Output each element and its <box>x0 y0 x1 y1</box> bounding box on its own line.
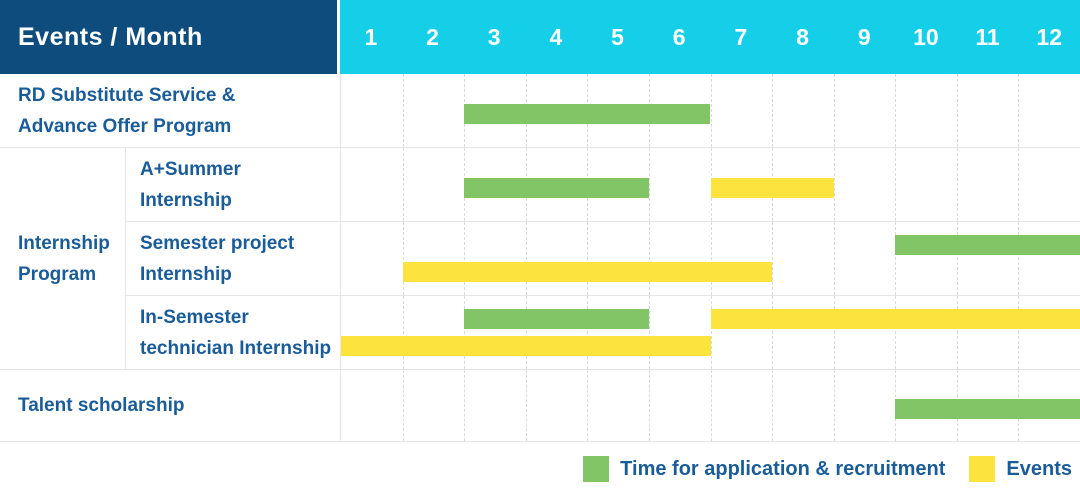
legend-label-events: Events <box>1006 457 1072 480</box>
month-gridline <box>1018 148 1020 221</box>
label-line: Advance Offer Program <box>18 115 232 137</box>
row-chart-area <box>340 74 1080 148</box>
month-gridline <box>895 148 897 221</box>
month-gridline <box>1018 74 1020 147</box>
label-line: Internship <box>140 189 232 211</box>
row-label: RD Substitute Service & Advance Offer Pro… <box>0 74 340 148</box>
label-line: Talent scholarship <box>18 395 185 416</box>
month-gridline <box>587 222 589 295</box>
group-label: Internship Program <box>0 148 125 370</box>
month-gridline <box>1018 222 1020 295</box>
gantt-bar-events <box>341 336 711 356</box>
label-line: Program <box>18 263 97 285</box>
month-gridline <box>648 370 650 441</box>
month-gridline <box>525 370 527 441</box>
month-gridline <box>833 296 835 369</box>
label-line: In-Semester <box>140 306 249 328</box>
month-gridline <box>402 296 404 369</box>
month-gridline <box>402 148 404 221</box>
month-gridline <box>710 296 712 369</box>
month-gridline <box>525 222 527 295</box>
row-label: Semester project Internship <box>125 222 340 296</box>
month-gridline <box>587 370 589 441</box>
month-label: 6 <box>672 23 686 50</box>
month-label: 2 <box>426 23 439 50</box>
legend-label-recruitment: Time for application & recruitment <box>620 457 946 480</box>
month-gridline <box>895 296 897 369</box>
month-gridline <box>772 222 774 295</box>
month-gridline <box>464 370 466 441</box>
row-chart-area <box>340 222 1080 296</box>
row-chart-area <box>340 370 1080 442</box>
month-gridline <box>402 370 404 441</box>
month-gridline <box>956 222 958 295</box>
month-label: 3 <box>487 23 501 50</box>
gantt-bar-recruitment <box>464 103 711 124</box>
month-label: 8 <box>796 23 809 50</box>
month-gridline <box>833 148 835 221</box>
month-gridline <box>525 296 527 369</box>
label-line: A+Summer <box>140 158 241 180</box>
events-month-header: Events / Month <box>0 0 340 74</box>
gantt-bar-recruitment <box>464 309 649 329</box>
month-gridline <box>648 148 650 221</box>
month-gridline <box>402 222 404 295</box>
row-label: In-Semester technician Internship <box>125 296 340 370</box>
month-label: 4 <box>549 23 563 50</box>
month-gridline <box>402 74 404 147</box>
legend-item-events: Events <box>969 456 1072 482</box>
month-gridline <box>772 296 774 369</box>
month-gridline <box>1018 296 1020 369</box>
label-line: Semester project <box>140 232 295 254</box>
month-gridline <box>648 222 650 295</box>
gantt-bar-events <box>710 177 834 198</box>
gantt-bar-events <box>710 309 1080 329</box>
month-gridline <box>710 370 712 441</box>
month-gridline <box>956 74 958 147</box>
row-chart-area <box>340 148 1080 222</box>
month-gridline <box>772 74 774 147</box>
month-gridline <box>772 370 774 441</box>
row-chart-area <box>340 296 1080 370</box>
row-label: A+Summer Internship <box>125 148 340 222</box>
events-swatch-icon <box>969 456 996 482</box>
month-label: 9 <box>857 23 871 50</box>
month-label: 1 <box>364 23 378 50</box>
month-gridline <box>833 222 835 295</box>
legend-item-recruitment: Time for application & recruitment <box>583 456 945 482</box>
month-label: 11 <box>975 23 1000 50</box>
gantt-bar-recruitment <box>895 235 1080 255</box>
month-gridline <box>895 74 897 147</box>
month-gridline <box>464 296 466 369</box>
legend: Time for application & recruitment Event… <box>583 456 1072 482</box>
month-gridline <box>833 370 835 441</box>
label-line: RD Substitute Service & <box>18 84 236 106</box>
gantt-table: Events / Month 1 2 3 4 5 6 7 8 9 10 11 12 RD Substi… <box>0 0 1080 442</box>
month-gridline <box>587 296 589 369</box>
recruitment-swatch-icon <box>583 456 610 482</box>
month-label: 7 <box>734 23 748 50</box>
gantt-bar-recruitment <box>895 398 1080 419</box>
month-label: 5 <box>611 23 624 50</box>
month-gridline <box>710 222 712 295</box>
gantt-bar-events <box>402 262 773 282</box>
month-gridline <box>956 148 958 221</box>
label-line: Internship <box>140 263 232 285</box>
month-gridline <box>956 296 958 369</box>
label-line: Internship <box>18 232 110 254</box>
gantt-bar-recruitment <box>464 177 649 198</box>
month-gridline <box>710 74 712 147</box>
row-label: Talent scholarship <box>0 370 340 442</box>
month-gridline <box>833 74 835 147</box>
month-gridline <box>464 222 466 295</box>
month-gridline <box>895 222 897 295</box>
month-label: 12 <box>1036 23 1063 50</box>
month-gridline <box>648 296 650 369</box>
label-line: technician Internship <box>140 337 332 359</box>
month-header-row: 1 2 3 4 5 6 7 8 9 10 11 12 <box>340 0 1080 74</box>
month-label: 10 <box>913 23 939 50</box>
